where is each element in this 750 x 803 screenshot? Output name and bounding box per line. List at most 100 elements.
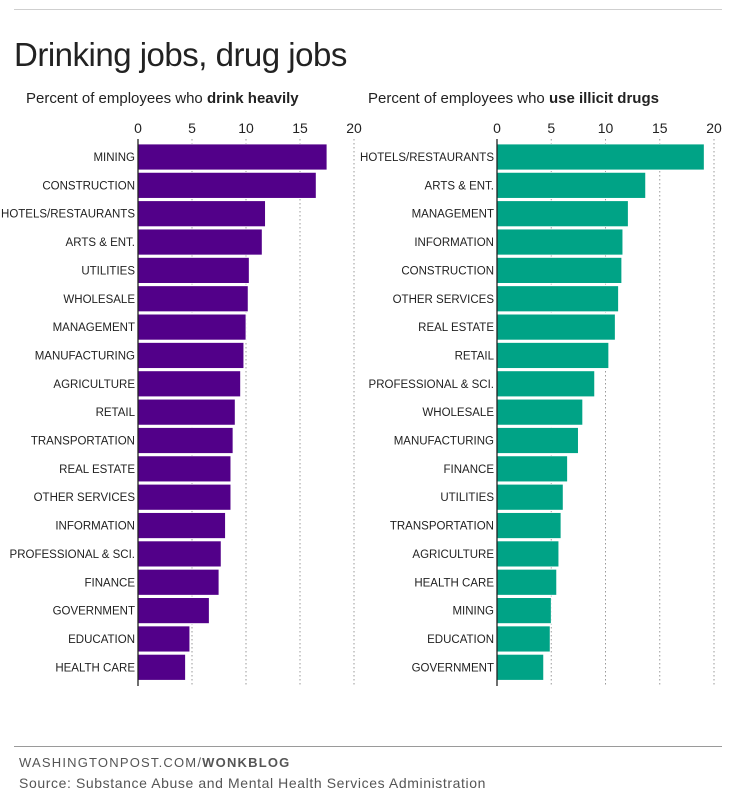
left-category-label: HEALTH CARE	[55, 662, 135, 674]
right-bar	[496, 653, 545, 681]
left-category-label: RETAIL	[96, 407, 136, 419]
left-bar	[137, 427, 234, 454]
left-category-label: WHOLESALE	[63, 294, 135, 306]
right-category-label: GOVERNMENT	[412, 662, 494, 674]
right-bar	[496, 228, 624, 256]
right-bar	[496, 483, 564, 511]
right-chart: 0 5 10 15 20 HOTELS/RESTAURANTS ARTS & ENT. MAN…	[360, 120, 722, 686]
right-category-label: MANUFACTURING	[394, 436, 494, 448]
left-category-label: INFORMATION	[55, 521, 135, 533]
right-chart-title-prefix: Percent of employees who	[368, 90, 549, 107]
top-rule	[14, 9, 722, 10]
right-bar	[496, 540, 560, 568]
left-bar	[137, 256, 250, 284]
left-tick-label: 10	[238, 120, 254, 136]
right-bar	[496, 143, 705, 171]
right-category-label: MINING	[452, 606, 494, 618]
right-category-label: EDUCATION	[427, 634, 494, 646]
right-category-label: FINANCE	[444, 464, 495, 476]
left-bar	[137, 398, 236, 426]
right-tick-label: 5	[547, 120, 555, 136]
left-category-label: EDUCATION	[68, 634, 135, 646]
footer-brand: WASHINGTONPOST.COM/WONKBLOG	[19, 755, 290, 770]
left-bar	[137, 653, 186, 681]
left-category-label: REAL ESTATE	[59, 464, 135, 476]
right-category-label: WHOLESALE	[422, 407, 494, 419]
left-category-label: PROFESSIONAL & SCI.	[10, 549, 135, 561]
footer-site: WASHINGTONPOST.COM/	[19, 755, 203, 770]
left-category-label: FINANCE	[85, 577, 136, 589]
left-tick-label: 0	[134, 120, 142, 136]
page-title: Drinking jobs, drug jobs	[14, 36, 347, 73]
left-chart-title: Percent of employees who drink heavily	[26, 90, 299, 107]
left-category-label: MINING	[93, 152, 135, 164]
left-category-label: MANUFACTURING	[35, 350, 135, 362]
right-category-label: RETAIL	[455, 350, 495, 362]
right-tick-label: 15	[652, 120, 668, 136]
right-category-label: UTILITIES	[440, 492, 494, 504]
right-bar	[496, 370, 596, 398]
left-bar	[137, 171, 317, 199]
right-category-label: REAL ESTATE	[418, 322, 494, 334]
right-tick-label: 20	[706, 120, 722, 136]
left-tick-label: 5	[188, 120, 196, 136]
left-bar	[137, 540, 222, 568]
right-category-label: AGRICULTURE	[412, 549, 494, 561]
right-bar	[496, 512, 562, 539]
right-category-label: TRANSPORTATION	[390, 521, 494, 533]
left-bar	[137, 228, 263, 256]
footer-blog: WONKBLOG	[202, 755, 291, 770]
left-category-label: UTILITIES	[81, 265, 135, 277]
right-bar	[496, 256, 623, 284]
right-bar	[496, 285, 619, 313]
right-bar	[496, 625, 551, 653]
right-chart-title-emphasis: use illicit drugs	[548, 90, 659, 107]
right-category-label: MANAGEMENT	[412, 209, 494, 221]
footer-rule	[14, 746, 722, 747]
left-tick-label: 20	[346, 120, 362, 136]
left-bar	[137, 568, 220, 596]
right-tick-label: 0	[493, 120, 501, 136]
left-bar	[137, 512, 226, 539]
left-bar	[137, 200, 266, 228]
left-tick-label: 15	[292, 120, 308, 136]
right-bar	[496, 568, 558, 596]
right-bar	[496, 398, 584, 426]
left-category-label: MANAGEMENT	[53, 322, 135, 334]
left-category-label: AGRICULTURE	[53, 379, 135, 391]
left-bar	[137, 313, 247, 341]
right-category-label: PROFESSIONAL & SCI.	[369, 379, 494, 391]
left-bar	[137, 143, 328, 171]
right-bar	[496, 342, 610, 369]
left-chart: 0 5 10 15 20 MINING CONSTRUCTION HOTELS/RESTAUR…	[1, 120, 362, 686]
right-category-label: HOTELS/RESTAURANTS	[360, 152, 494, 164]
left-category-label: OTHER SERVICES	[34, 492, 136, 504]
right-bar	[496, 313, 616, 341]
right-bar	[496, 171, 647, 199]
right-category-label: CONSTRUCTION	[401, 265, 494, 277]
left-category-label: CONSTRUCTION	[42, 180, 135, 192]
right-bar	[496, 427, 579, 454]
left-category-label: HOTELS/RESTAURANTS	[1, 209, 135, 221]
left-bar	[137, 285, 249, 313]
right-category-label: INFORMATION	[414, 237, 494, 249]
right-tick-label: 10	[598, 120, 614, 136]
left-chart-title-emphasis: drink heavily	[206, 90, 299, 107]
left-bar	[137, 455, 232, 483]
right-category-label: HEALTH CARE	[414, 577, 494, 589]
left-bar	[137, 625, 191, 653]
left-bar	[137, 597, 210, 624]
left-bar	[137, 483, 232, 511]
left-category-label: ARTS & ENT.	[66, 237, 135, 249]
left-chart-title-prefix: Percent of employees who	[26, 90, 207, 107]
footer-source: Source: Substance Abuse and Mental Healt…	[19, 775, 487, 791]
right-category-label: ARTS & ENT.	[425, 180, 494, 192]
right-bar	[496, 455, 568, 483]
left-category-label: GOVERNMENT	[53, 606, 135, 618]
right-chart-title: Percent of employees who use illicit dru…	[368, 90, 659, 107]
right-category-label: OTHER SERVICES	[393, 294, 495, 306]
left-category-label: TRANSPORTATION	[31, 436, 135, 448]
left-bar	[137, 370, 241, 398]
right-bar	[496, 597, 552, 624]
